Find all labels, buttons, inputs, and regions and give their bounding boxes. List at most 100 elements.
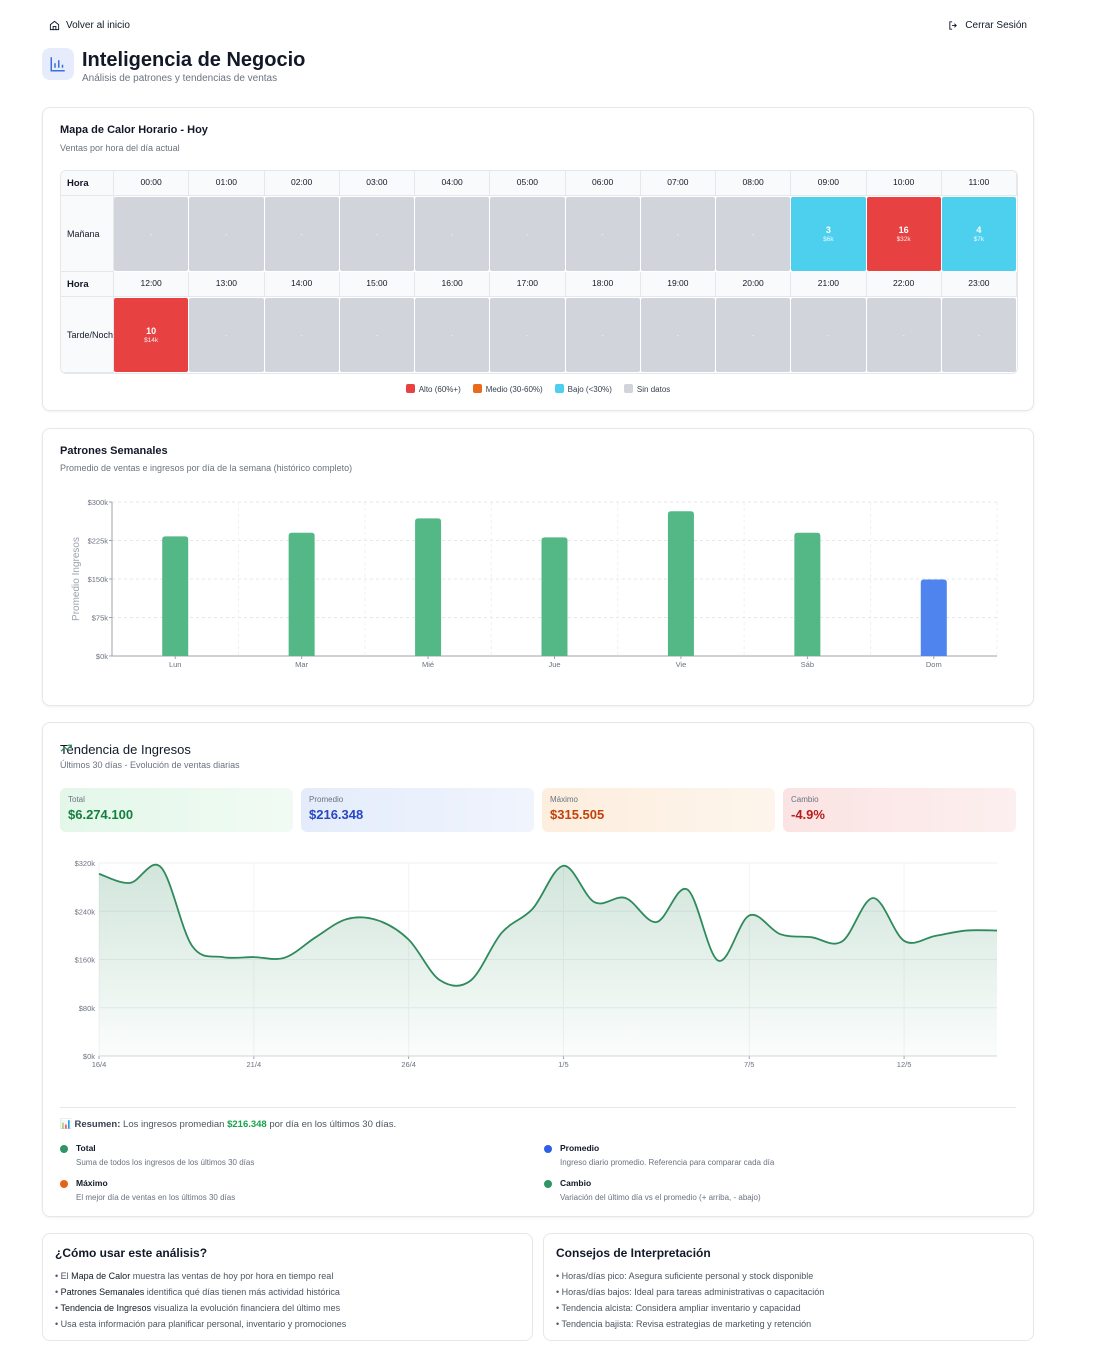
- heatmap-cell[interactable]: 4 $7k: [941, 197, 1016, 271]
- definition-dot: [544, 1145, 552, 1153]
- revenue-line-chart: $0k $80k $160k $240k $320k 16/4 21/4 26/4 1/5 7/5…: [75, 859, 998, 1069]
- heatmap-hour-header: 14:00: [264, 272, 340, 297]
- definition-term: Cambio: [560, 1178, 592, 1188]
- heatmap-period-row: Tarde/Noche 10 $14k - - - - - - - - - - -: [61, 297, 1017, 373]
- legend-item: Sin datos: [623, 384, 671, 394]
- heatmap-cell[interactable]: -: [941, 298, 1016, 372]
- home-icon: [49, 20, 60, 31]
- heatmap-cell[interactable]: -: [264, 298, 339, 372]
- heatmap-cell-empty: -: [676, 330, 680, 340]
- bar[interactable]: [415, 518, 442, 656]
- heatmap-hour-header: 12:00: [114, 272, 190, 297]
- heatmap-cell-empty: -: [225, 330, 228, 340]
- metric-definitions: Total Suma de todos los ingresos de los ú…: [60, 1143, 1018, 1202]
- stat-card: Cambio -4.9%: [783, 788, 1016, 832]
- x-tick-label: 26/4: [401, 1060, 416, 1069]
- heatmap-cell[interactable]: -: [640, 197, 715, 271]
- heatmap-hour-header: 08:00: [716, 171, 792, 196]
- heatmap-cell[interactable]: -: [565, 197, 640, 271]
- heatmap-grid: Hora 00:00 01:00 02:00 03:00 04:00 05:00 06:00 0…: [60, 170, 1018, 374]
- y-tick-label: $320k: [75, 859, 96, 868]
- bar[interactable]: [162, 536, 189, 656]
- heatmap-cell-amount: $7k: [973, 236, 985, 243]
- heatmap-cell[interactable]: -: [415, 298, 490, 372]
- bar[interactable]: [288, 532, 315, 656]
- heatmap-cell-empty: -: [676, 229, 680, 239]
- howto-list: • El Mapa de Calor muestra las ventas de…: [55, 1268, 520, 1332]
- heatmap-hour-header: 03:00: [339, 171, 415, 196]
- definition-item: Máximo El mejor día de ventas en los últi…: [60, 1178, 544, 1202]
- heatmap-cell[interactable]: -: [415, 197, 490, 271]
- heatmap-cell[interactable]: -: [490, 298, 565, 372]
- stat-card: Promedio $216.348: [301, 788, 534, 832]
- x-tick-label: 16/4: [92, 1060, 107, 1069]
- y-tick-label: $0k: [83, 1052, 95, 1061]
- summary-text: Los ingresos promedian: [123, 1119, 225, 1130]
- heatmap-cell[interactable]: 10 $14k: [114, 298, 189, 372]
- heatmap-cell[interactable]: -: [114, 197, 189, 271]
- x-tick-label: 21/4: [247, 1060, 262, 1069]
- page-header: Inteligencia de Negocio Análisis de patr…: [42, 48, 305, 84]
- x-tick-label: Sáb: [801, 660, 814, 669]
- logout-button[interactable]: Cerrar Sesión: [948, 20, 1027, 31]
- x-tick-label: Dom: [926, 660, 942, 669]
- bar[interactable]: [667, 511, 694, 656]
- heatmap-cell[interactable]: -: [866, 298, 941, 372]
- heatmap-cell-empty: -: [300, 330, 303, 340]
- weekly-bar-chart: $0k $75k $150k $225k $300k Promedio Ingresos L…: [71, 498, 998, 669]
- heatmap-hour-row: Hora 00:00 01:00 02:00 03:00 04:00 05:00 06:00 0…: [61, 171, 1017, 196]
- heatmap-cell[interactable]: -: [189, 197, 264, 271]
- heatmap-cell[interactable]: -: [189, 298, 264, 372]
- heatmap-cell-count: 10: [146, 326, 157, 336]
- x-tick-label: 12/5: [897, 1060, 912, 1069]
- heatmap-cell-empty: -: [977, 330, 981, 340]
- heatmap-hour-header: 01:00: [189, 171, 265, 196]
- heatmap-hour-header: 13:00: [189, 272, 265, 297]
- heatmap-period-label: Mañana: [61, 196, 114, 272]
- heatmap-cell[interactable]: -: [339, 197, 414, 271]
- back-to-home-button[interactable]: Volver al inicio: [49, 20, 130, 31]
- heatmap-cell[interactable]: -: [490, 197, 565, 271]
- heatmap-hour-label: Hora: [61, 171, 114, 196]
- heatmap-hour-header: 06:00: [565, 171, 641, 196]
- legend-swatch: [623, 384, 633, 393]
- legend-label: Bajo (<30%): [567, 385, 612, 394]
- heatmap-cell-empty: -: [375, 330, 379, 340]
- legend-label: Alto (60%+): [418, 385, 461, 394]
- heatmap-cell[interactable]: -: [791, 298, 866, 372]
- heatmap-hour-header: 05:00: [490, 171, 566, 196]
- page-subtitle: Análisis de patrones y tendencias de ven…: [82, 73, 278, 84]
- heatmap-cell[interactable]: 16 $32k: [866, 197, 941, 271]
- summary-suffix: por día en los últimos 30 días.: [269, 1119, 397, 1130]
- heatmap-period-label: Tarde/Noche: [61, 297, 114, 373]
- summary-prefix: 📊 Resumen:: [60, 1119, 121, 1130]
- howto-item: • Patrones Semanales identifica qué días…: [55, 1287, 340, 1297]
- definition-item: Total Suma de todos los ingresos de los ú…: [60, 1143, 544, 1167]
- howto-item: • El Mapa de Calor muestra las ventas de…: [55, 1271, 334, 1281]
- tip-item: • Horas/días pico: Asegura suficiente pe…: [556, 1271, 814, 1281]
- heatmap-hour-header: 18:00: [565, 272, 641, 297]
- heatmap-cell[interactable]: -: [716, 197, 791, 271]
- heatmap-cell[interactable]: -: [565, 298, 640, 372]
- heatmap-cell[interactable]: 3 $6k: [791, 197, 866, 271]
- heatmap-hour-header: 10:00: [866, 171, 942, 196]
- revenue-line[interactable]: [98, 863, 998, 987]
- trend-stats: Total $6.274.100 Promedio $216.348 Máximo $31…: [60, 788, 1016, 832]
- bar[interactable]: [794, 532, 821, 656]
- legend-label: Sin datos: [636, 385, 671, 394]
- bar[interactable]: [541, 537, 568, 656]
- heatmap-card: Mapa de Calor Horario - Hoy Ventas por h…: [42, 107, 1034, 411]
- heatmap-cell[interactable]: -: [716, 298, 791, 372]
- heatmap-cell[interactable]: -: [640, 298, 715, 372]
- stat-value: $216.348: [309, 807, 364, 822]
- heatmap-cell[interactable]: -: [264, 197, 339, 271]
- definition-dot: [60, 1180, 68, 1188]
- bar[interactable]: [920, 579, 947, 656]
- definition-desc: Suma de todos los ingresos de los último…: [76, 1158, 255, 1167]
- heatmap-cell[interactable]: -: [339, 298, 414, 372]
- howto-card: ¿Cómo usar este análisis? • El Mapa de C…: [42, 1233, 533, 1341]
- definition-dot: [544, 1180, 552, 1188]
- tips-list: • Horas/días pico: Asegura suficiente pe…: [556, 1268, 1021, 1332]
- summary-amount: $216.348: [227, 1119, 267, 1130]
- logout-label: Cerrar Sesión: [965, 20, 1027, 31]
